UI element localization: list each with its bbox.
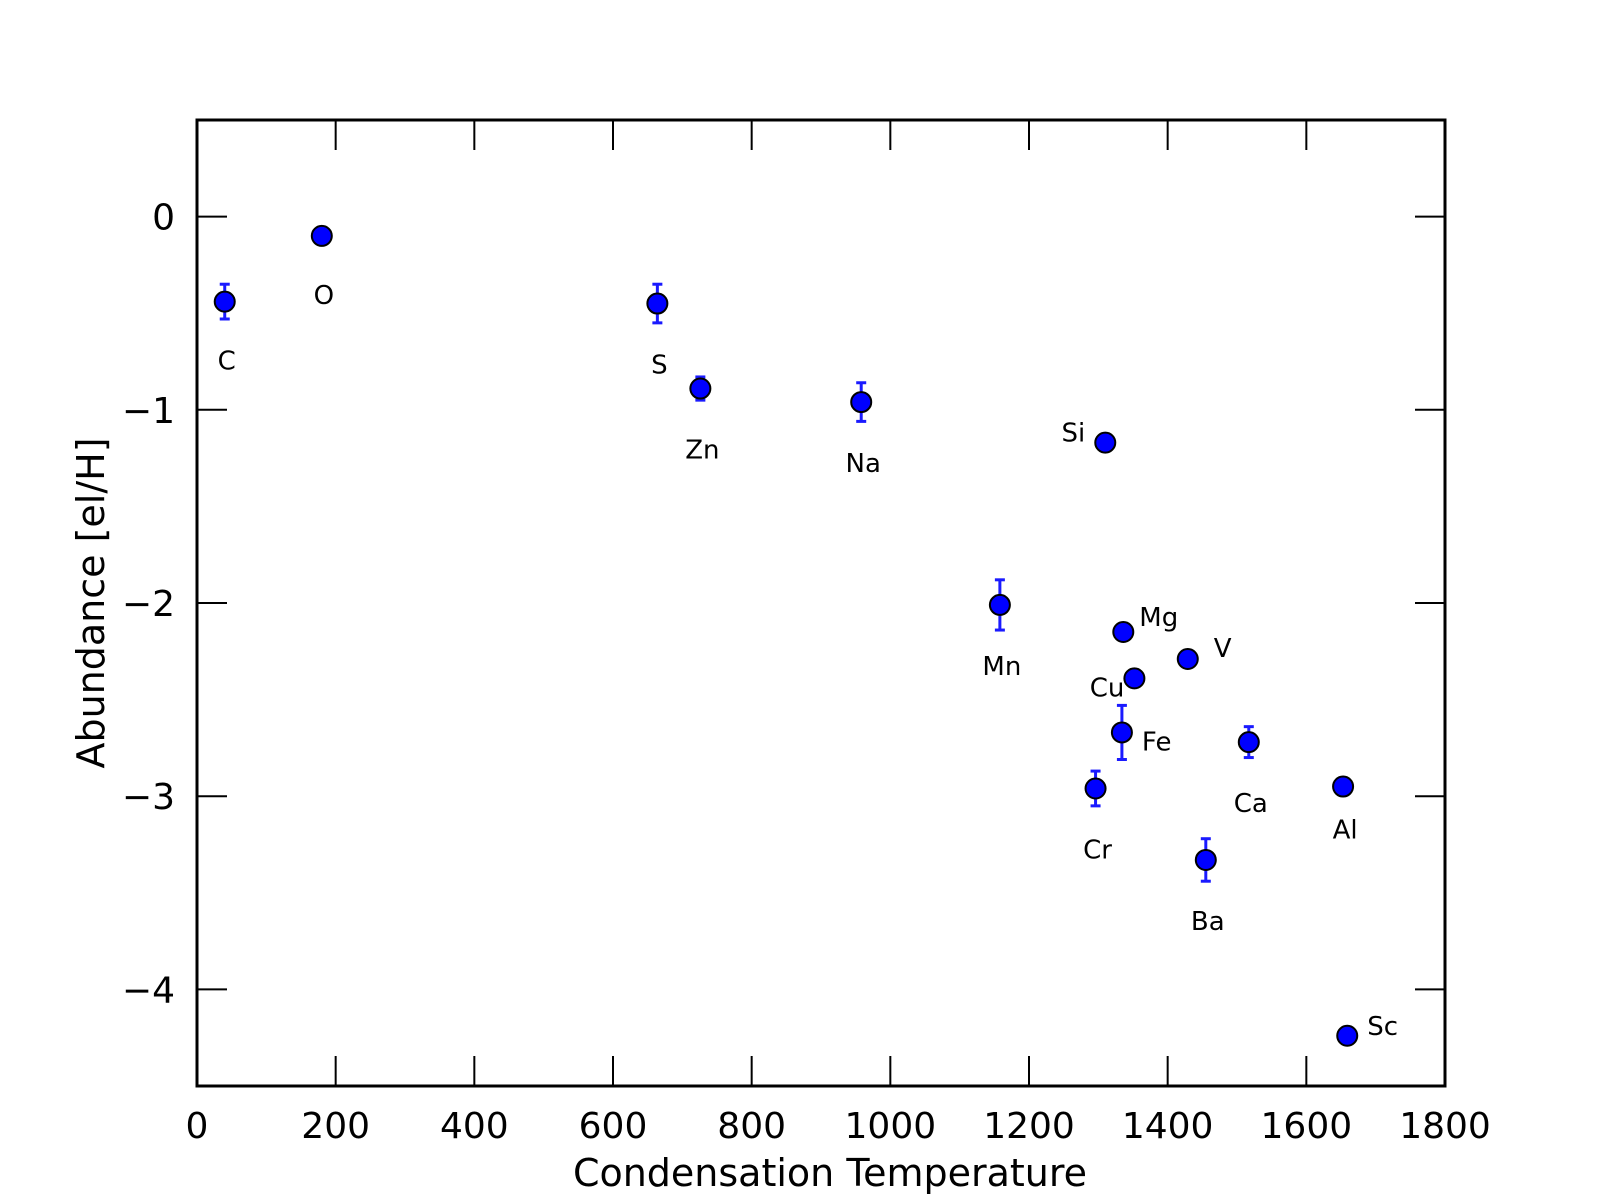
y-tick-label-3: −3 — [122, 777, 175, 818]
y-tick-label-2: −2 — [122, 584, 175, 625]
x-tick-label-0: 0 — [186, 1106, 209, 1147]
point-label-Zn: Zn — [685, 436, 719, 466]
point-label-Na: Na — [846, 449, 881, 479]
x-tick-label-600: 600 — [579, 1106, 648, 1147]
point-label-Cr: Cr — [1083, 835, 1112, 865]
point-label-Fe: Fe — [1142, 727, 1172, 757]
x-tick-label-1800: 1800 — [1399, 1106, 1491, 1147]
data-point-Ba — [1194, 848, 1217, 871]
data-point-Sc — [1336, 1024, 1359, 1047]
point-label-S: S — [651, 351, 668, 381]
y-tick-label-4: −4 — [122, 970, 175, 1011]
point-label-Mg: Mg — [1139, 603, 1178, 633]
y-axis-title: Abundance [el/H] — [69, 437, 113, 768]
point-label-Ca: Ca — [1234, 789, 1268, 819]
data-point-Si — [1094, 431, 1117, 454]
data-point-C — [213, 290, 236, 313]
plot-frame — [195, 118, 1447, 1088]
data-point-Cu — [1123, 667, 1146, 690]
data-point-Na — [850, 391, 873, 414]
data-point-Ca — [1237, 731, 1260, 754]
data-point-Cr — [1084, 777, 1107, 800]
data-point-V — [1176, 648, 1199, 671]
y-tick-label-1: −1 — [122, 391, 175, 432]
x-tick-label-1200: 1200 — [983, 1106, 1075, 1147]
data-point-Al — [1332, 775, 1355, 798]
point-label-Mn: Mn — [982, 652, 1021, 682]
x-axis-title: Condensation Temperature — [573, 1151, 1087, 1195]
point-layer — [213, 224, 1359, 1047]
point-label-Ba: Ba — [1191, 907, 1225, 937]
point-label-O: O — [314, 281, 334, 311]
x-tick-label-400: 400 — [440, 1106, 509, 1147]
data-point-S — [646, 292, 669, 315]
label-layer: C O S Zn Na Si Mn Mg V Cu Fe Ca Cr Al Ba Sc — [218, 281, 1398, 1042]
data-point-Mg — [1112, 620, 1135, 643]
point-label-Sc: Sc — [1367, 1012, 1398, 1042]
point-label-Al: Al — [1333, 816, 1358, 846]
x-tick-label-1600: 1600 — [1261, 1106, 1353, 1147]
x-tick-label-200: 200 — [301, 1106, 370, 1147]
x-tick-label-800: 800 — [717, 1106, 786, 1147]
data-point-O — [310, 224, 333, 247]
y-tick-label-0: 0 — [152, 198, 175, 239]
point-label-Cu: Cu — [1090, 673, 1125, 703]
x-tick-label-1000: 1000 — [845, 1106, 937, 1147]
tick-layer: 0 200 400 600 800 1000 1200 1400 1600 1800 0 −1 −2 −3… — [122, 120, 1491, 1147]
point-label-C: C — [218, 347, 236, 377]
data-point-Fe — [1110, 721, 1133, 744]
data-point-Mn — [988, 593, 1011, 616]
point-label-V: V — [1214, 634, 1232, 664]
point-label-Si: Si — [1062, 419, 1086, 449]
data-point-Zn — [689, 377, 712, 400]
x-tick-label-1400: 1400 — [1122, 1106, 1214, 1147]
